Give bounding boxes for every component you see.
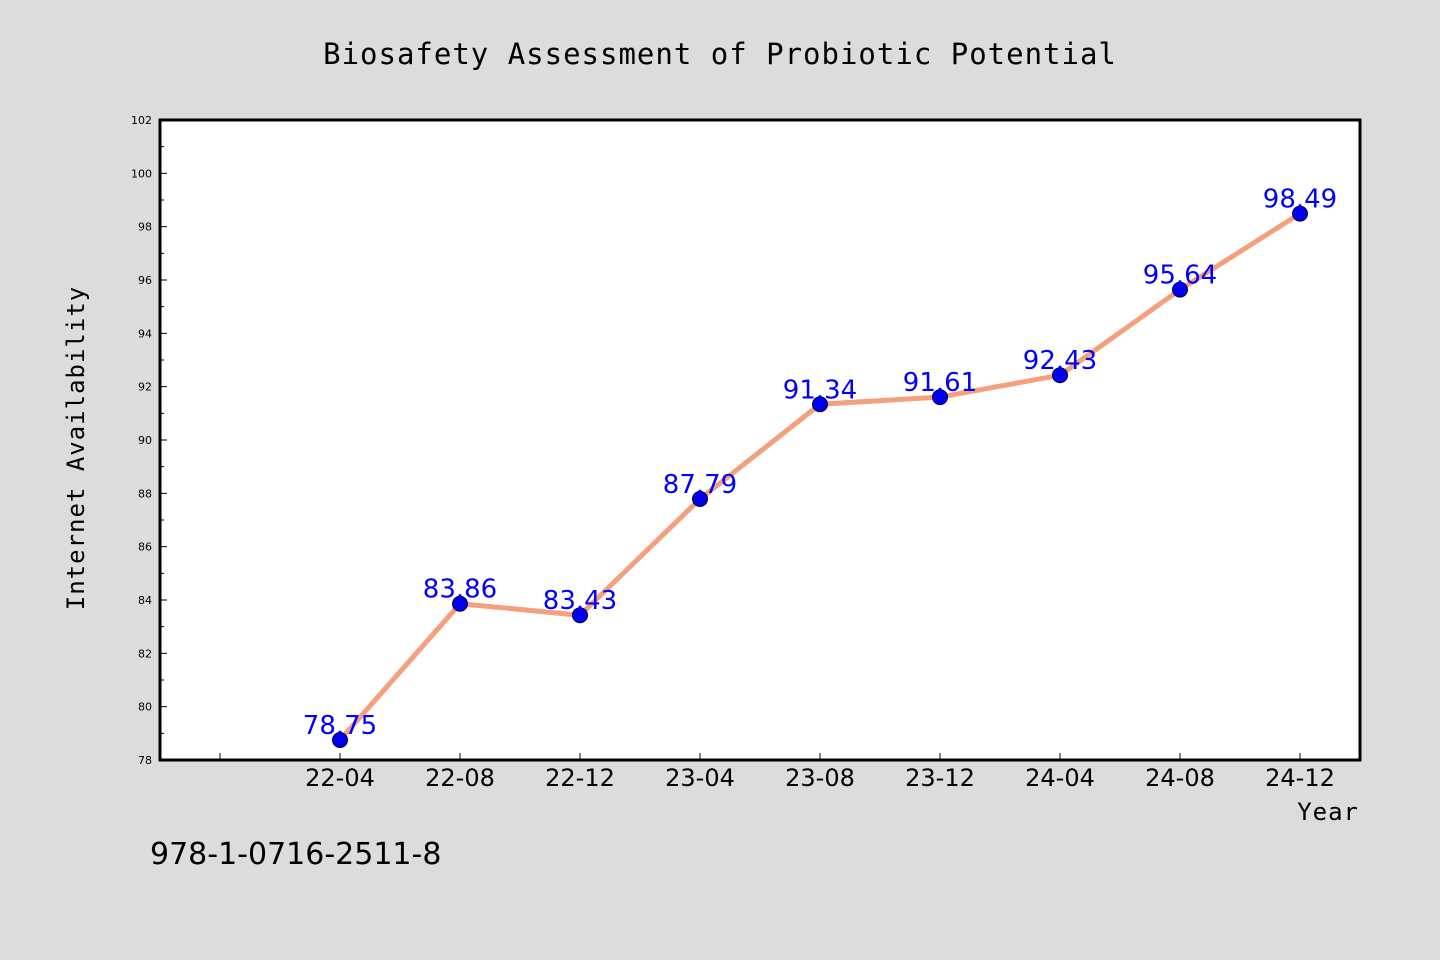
- x-tick-label: 22-08: [425, 764, 495, 792]
- data-point: [692, 490, 708, 507]
- y-tick-label: 100: [131, 167, 152, 180]
- y-tick-label: 92: [138, 381, 152, 394]
- x-tick-label: 23-04: [665, 764, 735, 792]
- x-tick-label: 24-04: [1025, 764, 1095, 792]
- y-tick-label: 84: [138, 594, 152, 607]
- x-tick-label: 22-04: [305, 764, 375, 792]
- data-label: 78.75: [303, 711, 377, 741]
- y-tick-label: 82: [138, 647, 152, 660]
- data-label: 95.64: [1143, 261, 1217, 291]
- data-label: 91.34: [783, 375, 857, 405]
- data-point: [1172, 281, 1188, 298]
- data-label: 92.43: [1023, 346, 1097, 376]
- y-tick-label: 90: [138, 434, 152, 447]
- data-label: 98.49: [1263, 185, 1337, 215]
- chart-title: Biosafety Assessment of Probiotic Potent…: [323, 37, 1117, 71]
- data-point: [932, 389, 948, 406]
- series-layer: 78.75 83.86 83.43 87.79 91.34 91.61 92.43 95.64…: [303, 185, 1337, 748]
- x-tick-label: 24-12: [1265, 764, 1335, 792]
- y-tick-label: 80: [138, 701, 152, 714]
- y-tick-label: 94: [138, 327, 152, 340]
- y-tick-label: 86: [138, 541, 152, 554]
- y-tick-label: 78: [138, 754, 152, 767]
- data-point: [452, 595, 468, 612]
- data-point: [1292, 205, 1308, 222]
- data-label: 83.86: [423, 575, 497, 605]
- y-axis: 78 80 82 84 86 88 90 92 94 96 98 100 102: [131, 114, 167, 767]
- data-point: [572, 607, 588, 624]
- y-tick-label: 102: [131, 114, 152, 127]
- x-tick-label: 24-08: [1145, 764, 1215, 792]
- isbn-watermark: 978-1-0716-2511-8: [150, 837, 441, 872]
- y-tick-label: 96: [138, 274, 152, 287]
- data-point: [1052, 367, 1068, 384]
- data-label: 87.79: [663, 470, 737, 500]
- y-tick-label: 98: [138, 221, 152, 234]
- data-point: [812, 396, 828, 413]
- y-axis-title: Internet Availability: [62, 286, 90, 610]
- x-axis: 22-04 22-08 22-12 23-04 23-08 23-12 24-04 24-08…: [219, 753, 1335, 792]
- plot-area: [160, 120, 1360, 760]
- data-label: 83.43: [543, 586, 617, 616]
- data-label: 91.61: [903, 368, 977, 398]
- x-axis-title: Year: [1297, 798, 1359, 826]
- x-tick-label: 23-08: [785, 764, 855, 792]
- y-tick-label: 88: [138, 487, 152, 500]
- data-point: [332, 732, 348, 748]
- x-tick-label: 22-12: [545, 764, 615, 792]
- plot-frame: [158, 118, 1362, 762]
- x-tick-label: 23-12: [905, 764, 975, 792]
